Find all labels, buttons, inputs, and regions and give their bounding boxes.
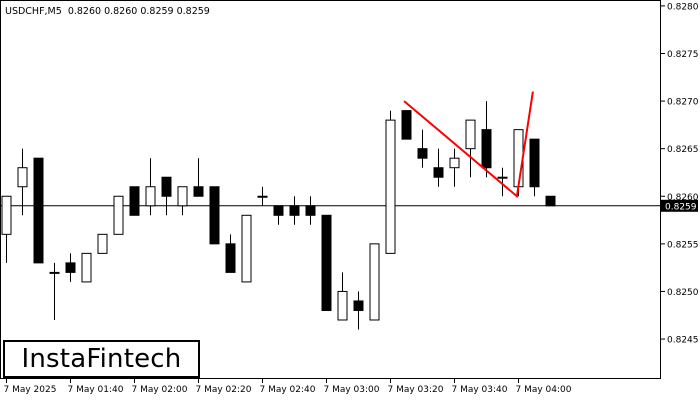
candle <box>81 252 92 283</box>
candle-body-bull <box>497 176 508 179</box>
candle-body-bear <box>161 176 172 197</box>
candle-body-bear <box>545 195 556 207</box>
y-tick-label: 0.8280 <box>667 2 699 12</box>
candle-body-bull <box>257 195 268 198</box>
candle-body-bear <box>193 186 204 197</box>
candle <box>1 195 12 263</box>
candle-body-bull <box>1 195 12 235</box>
candle <box>145 158 156 216</box>
candle-body-bear <box>225 243 236 273</box>
y-tick-label: 0.8270 <box>667 98 699 108</box>
candle-body-bear <box>433 167 444 178</box>
y-tick-label: 0.8265 <box>667 145 699 155</box>
candle-body-bear <box>209 186 220 245</box>
logo-text: InstaFintech <box>21 344 182 374</box>
candle-body-bear <box>401 110 412 140</box>
candle <box>193 158 204 197</box>
ohlc-values: 0.8260 0.8260 0.8259 0.8259 <box>68 6 210 17</box>
candle <box>289 196 300 225</box>
candle-body-bear <box>129 186 140 216</box>
candle-body-bull <box>113 195 124 235</box>
candle-body-bull <box>337 290 348 321</box>
candle <box>305 196 316 225</box>
brand-logo: InstaFintech <box>3 340 200 378</box>
candle-body-bull <box>177 186 188 207</box>
candle <box>529 138 540 197</box>
x-tick-label: 7 May 02:00 <box>132 385 188 395</box>
candle-body-bull <box>241 214 252 283</box>
candle <box>209 186 220 245</box>
candle <box>129 186 140 216</box>
candle-body-bull <box>81 252 92 283</box>
x-tick-label: 7 May 03:00 <box>324 385 380 395</box>
candle-body-bull <box>385 119 396 254</box>
candle <box>161 176 172 216</box>
candle <box>337 272 348 321</box>
current-price-label: 0.8259 <box>665 202 697 212</box>
x-tick-label: 7 May 01:40 <box>68 385 124 395</box>
candle <box>177 186 188 216</box>
candle <box>113 195 124 235</box>
candle <box>65 253 76 282</box>
candle-body-bear <box>289 205 300 216</box>
double-top-pattern-line <box>403 91 534 199</box>
candle-body-bull <box>17 167 28 188</box>
candle-body-bull <box>49 271 60 274</box>
y-tick-label: 0.8245 <box>667 336 699 346</box>
candle <box>385 110 396 254</box>
x-tick-label: 7 May 04:00 <box>516 385 572 395</box>
candle <box>401 110 412 140</box>
candle-body-bear <box>353 300 364 311</box>
y-tick-label: 0.8275 <box>667 50 699 60</box>
candle <box>417 129 428 168</box>
y-tick-label: 0.8260 <box>667 193 699 203</box>
candle <box>273 205 284 225</box>
candle-body-bear <box>65 262 76 273</box>
candle-body-bear <box>305 205 316 216</box>
x-tick-label: 7 May 03:40 <box>452 385 508 395</box>
candle-body-bear <box>321 214 332 311</box>
candle-body-bull <box>449 157 460 169</box>
candle <box>97 233 108 254</box>
candle <box>17 148 28 216</box>
candle <box>33 157 44 264</box>
candle <box>449 148 460 187</box>
x-tick-label: 7 May 03:20 <box>388 385 444 395</box>
candle <box>545 195 556 207</box>
candle-body-bear <box>529 138 540 188</box>
y-tick-label: 0.8255 <box>667 240 699 250</box>
x-tick-label: 7 May 02:20 <box>196 385 252 395</box>
candle-body-bull <box>97 233 108 254</box>
candle <box>257 186 268 206</box>
candle-body-bear <box>417 148 428 159</box>
symbol-info: USDCHF,M5 <box>5 6 62 17</box>
candle <box>369 243 380 321</box>
candle <box>321 214 332 311</box>
x-tick-label: 7 May 2025 <box>4 385 57 395</box>
candle-body-bear <box>273 205 284 216</box>
current-price-tag <box>661 199 698 212</box>
candle <box>465 119 476 178</box>
candle <box>225 234 236 273</box>
candle <box>241 214 252 283</box>
chart-header: USDCHF,M5 0.8260 0.8260 0.8259 0.8259 <box>5 6 210 17</box>
y-tick-label: 0.8250 <box>667 288 699 298</box>
candle-body-bear <box>481 129 492 169</box>
candle-body-bull <box>369 243 380 321</box>
candle-body-bull <box>145 186 156 207</box>
candle <box>353 291 364 330</box>
candle <box>49 262 60 320</box>
candle <box>433 148 444 187</box>
x-tick-label: 7 May 02:40 <box>260 385 316 395</box>
candle-body-bull <box>513 129 524 188</box>
candle-body-bull <box>465 119 476 150</box>
candle-body-bear <box>33 157 44 264</box>
candle <box>497 167 508 197</box>
candle <box>481 101 492 178</box>
